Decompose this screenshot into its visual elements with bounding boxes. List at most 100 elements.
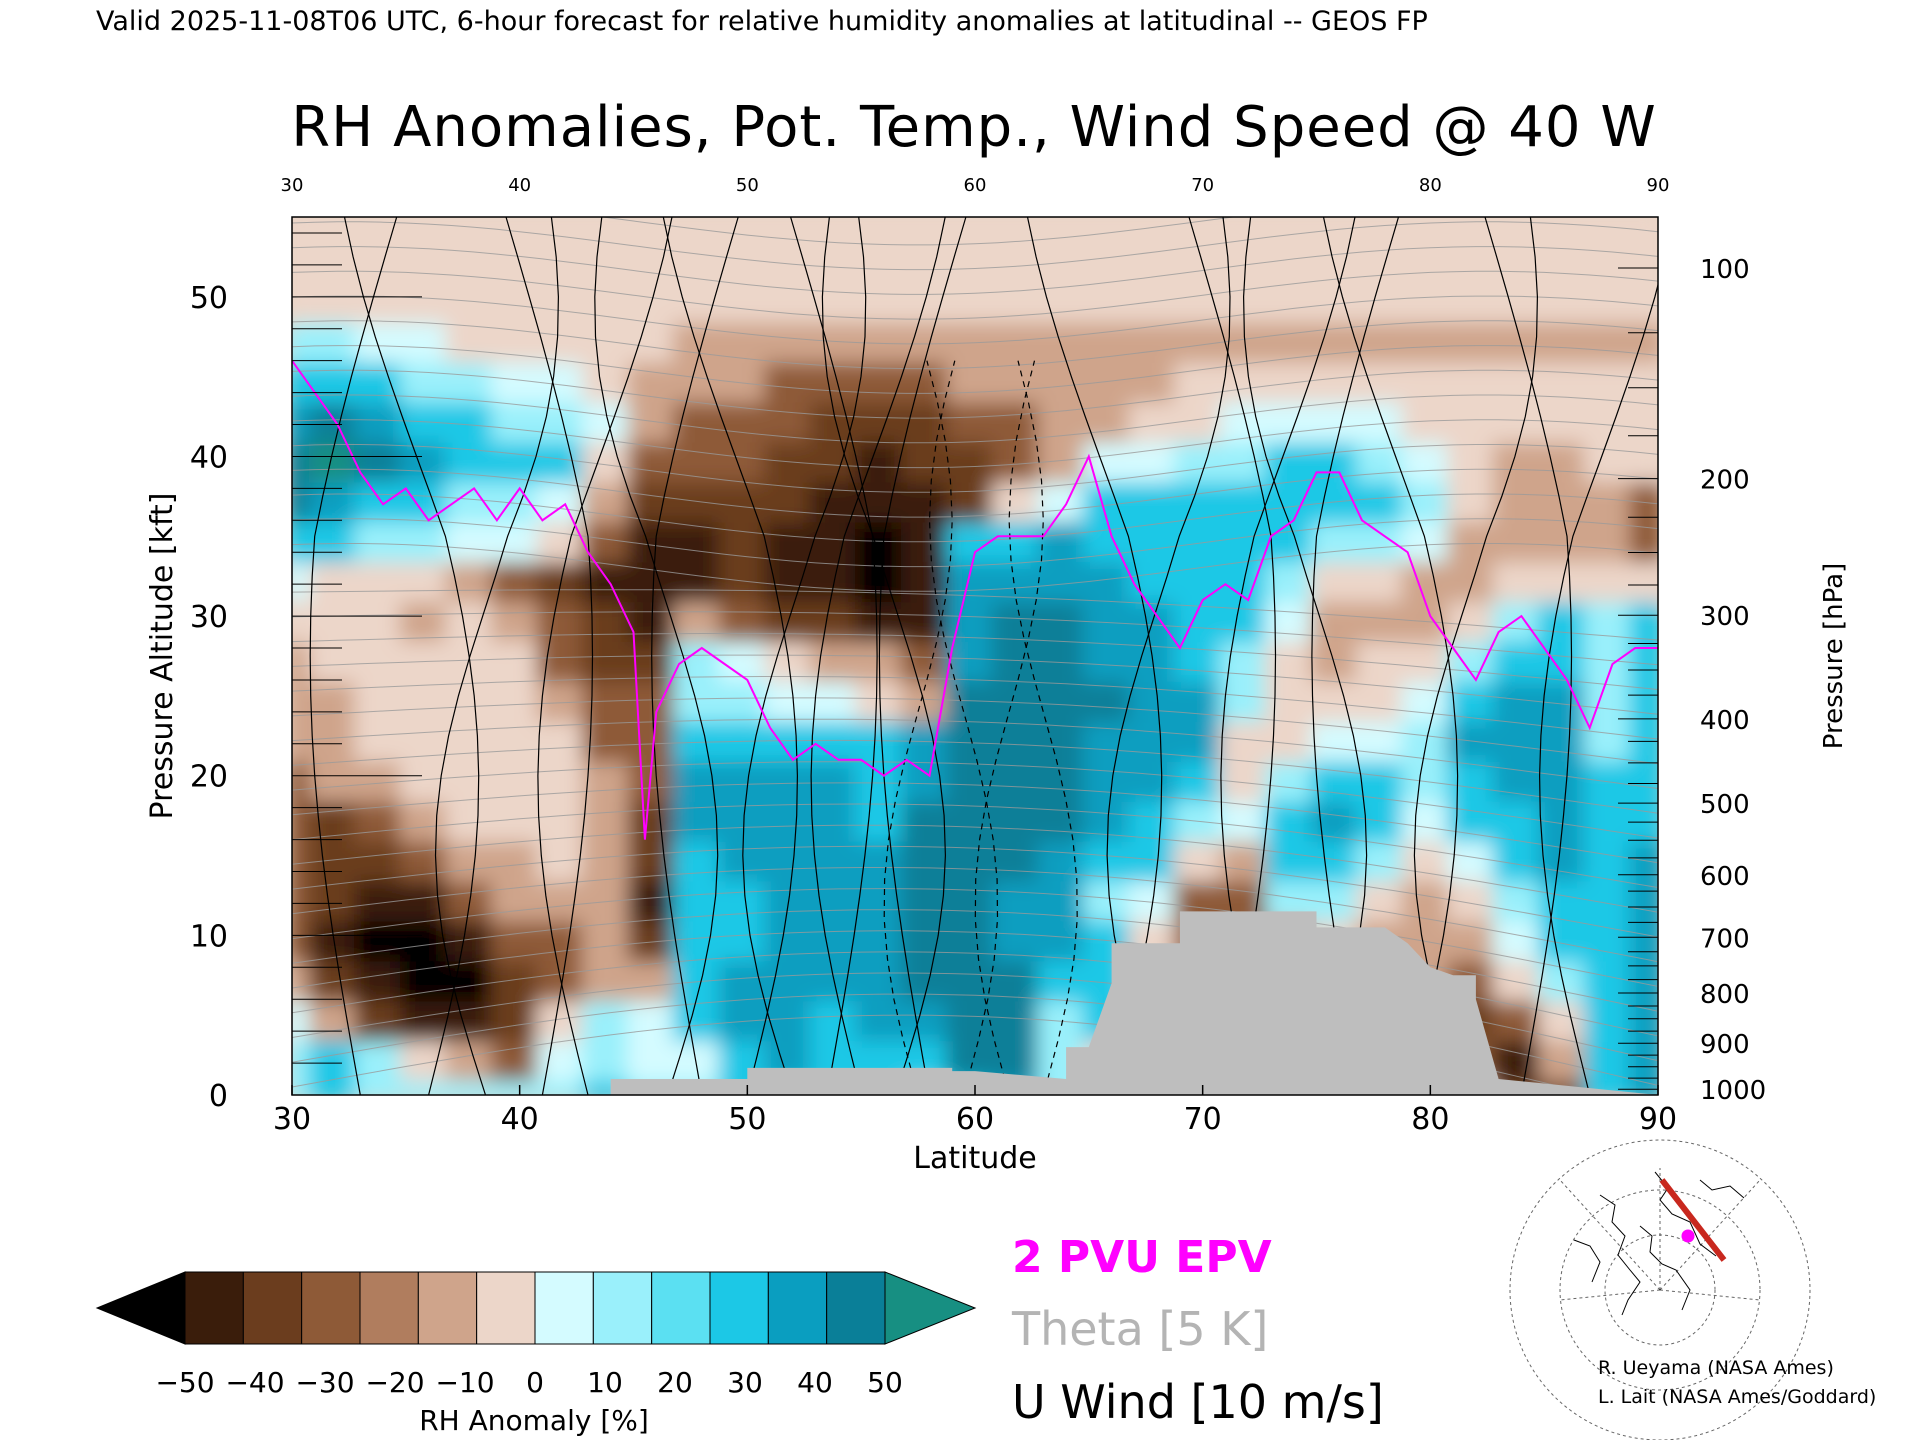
x-top-tick-label: 70: [1191, 175, 1214, 196]
y-axis-left-label: Pressure Altitude [kft]: [145, 493, 180, 820]
x-tick-label: 40: [501, 1102, 539, 1137]
u-wind-contour: [434, 217, 560, 1095]
legend-entry-pvu: 2 PVU EPV: [1012, 1232, 1272, 1283]
y-axis-right-label: Pressure [hPa]: [1819, 563, 1849, 750]
colorbar-segment: [359, 1271, 419, 1345]
y-tick-label: 40: [190, 440, 228, 475]
u-wind-contour: [742, 217, 867, 1095]
pressure-tick-label: 800: [1700, 980, 1750, 1010]
theta-contours: [292, 217, 1658, 1095]
pressure-tick-label: 200: [1700, 466, 1750, 496]
pressure-tick-label: 400: [1700, 706, 1750, 736]
theta-contour: [292, 221, 1658, 271]
theta-contour: [292, 518, 1658, 568]
colorbar-tick-label: 10: [587, 1366, 623, 1399]
colorbar-tick-label: −40: [225, 1366, 284, 1399]
u-wind-contour: [537, 217, 673, 1095]
colorbar-segment: [534, 1271, 594, 1345]
u-wind-contour: [1322, 217, 1459, 1095]
u-wind-contour: [790, 217, 878, 1095]
y-tick-label: 10: [190, 919, 228, 954]
colorbar-tick-label: −30: [295, 1366, 354, 1399]
colorbar-low-arrow: [95, 1271, 186, 1345]
theta-contour: [292, 824, 1658, 913]
u-wind-contour: [662, 217, 799, 1095]
x-top-tick-label: 30: [281, 175, 304, 196]
inset-marker: [1681, 1229, 1695, 1243]
theta-contour: [292, 589, 1658, 641]
colorbar-label: RH Anomaly [%]: [419, 1404, 649, 1437]
colorbar-tick-label: 20: [657, 1366, 693, 1399]
x-tick-label: 50: [728, 1102, 766, 1137]
u-wind-contour: [343, 217, 480, 1095]
colorbar-tick-labels: −50 −40 −30 −20 −10 0 10 20 30 40 50: [155, 1366, 902, 1399]
colorbar-tick-label: 50: [867, 1366, 903, 1399]
colorbar-segment: [417, 1271, 478, 1345]
pressure-minor-ticks: [1618, 267, 1658, 1090]
u-wind-contour: [878, 217, 967, 1095]
valid-time-header: Valid 2025-11-08T06 UTC, 6-hour forecast…: [96, 6, 1428, 37]
rh-cell: [1629, 217, 1658, 243]
colorbar-segment: [476, 1271, 536, 1345]
u-wind-contour-negative: [883, 360, 953, 1080]
x-axis-bottom: 30 40 50 60 70 80 90: [273, 1085, 1677, 1137]
theta-contour: [292, 633, 1658, 690]
theta-contour: [292, 345, 1658, 394]
u-wind-contour: [594, 217, 719, 1095]
theta-contour: [292, 444, 1658, 493]
theta-contour: [292, 739, 1658, 814]
pressure-tick-label: 300: [1700, 602, 1750, 632]
theta-contour: [292, 394, 1658, 444]
u-wind-contour: [505, 217, 594, 1095]
theta-contour: [292, 654, 1658, 715]
theta-contour: [292, 697, 1658, 765]
theta-contour: [292, 419, 1658, 469]
theta-contour: [292, 295, 1658, 345]
x-axis-label: Latitude: [913, 1141, 1036, 1176]
u-wind-contour: [1484, 217, 1573, 1095]
y-tick-label: 50: [190, 281, 228, 316]
theta-contour: [292, 320, 1658, 370]
x-top-tick-label: 80: [1419, 175, 1442, 196]
theta-contour: [292, 369, 1658, 419]
x-tick-label: 80: [1411, 1102, 1449, 1137]
pressure-tick-label: 500: [1700, 790, 1750, 820]
colorbar-segment: [301, 1271, 361, 1345]
inset-track: [1659, 1178, 1727, 1262]
theta-contour: [292, 845, 1658, 938]
colorbar-segment: [592, 1271, 653, 1345]
colorbar-segment: [184, 1271, 244, 1345]
pressure-tick-label: 100: [1700, 255, 1750, 285]
x-tick-label: 70: [1184, 1102, 1222, 1137]
u-wind-contour: [810, 217, 946, 1095]
x-top-tick-label: 50: [736, 175, 759, 196]
u-wind-contour-negative: [1008, 360, 1078, 1080]
u-wind-contour: [1413, 217, 1539, 1095]
theta-contour: [292, 782, 1658, 864]
pressure-tick-label: 600: [1700, 862, 1750, 892]
theta-contour: [292, 803, 1658, 888]
colorbar-segment: [826, 1271, 886, 1345]
theta-contour: [292, 761, 1658, 839]
colorbar-segment: [242, 1271, 303, 1345]
y-tick-label: 20: [190, 760, 228, 795]
theta-contour: [292, 543, 1658, 592]
theta-contour: [292, 270, 1658, 320]
pressure-tick-label: 1000: [1700, 1076, 1766, 1106]
u-wind-contour: [651, 217, 739, 1095]
colorbar-segment: [651, 1271, 711, 1345]
chart-title: RH Anomalies, Pot. Temp., Wind Speed @ 4…: [291, 95, 1656, 160]
x-tick-label: 60: [956, 1102, 994, 1137]
credit-line-2: L. Lait (NASA Ames/Goddard): [1598, 1386, 1876, 1408]
colorbar-tick-label: 40: [797, 1366, 833, 1399]
colorbar-tick-label: 0: [526, 1366, 544, 1399]
inset-map: [1509, 1139, 1811, 1440]
x-tick-label: 90: [1639, 1102, 1677, 1137]
plot-area: [292, 217, 1658, 1095]
pressure-tick-label: 700: [1700, 924, 1750, 954]
colorbar-high-arrow: [884, 1271, 977, 1345]
y-tick-label: 30: [190, 600, 228, 635]
legend-entry-theta: Theta [5 K]: [1011, 1302, 1268, 1356]
x-axis-top: 30 40 50 60 70 80 90: [281, 175, 1670, 196]
y-tick-label: 0: [209, 1079, 228, 1114]
